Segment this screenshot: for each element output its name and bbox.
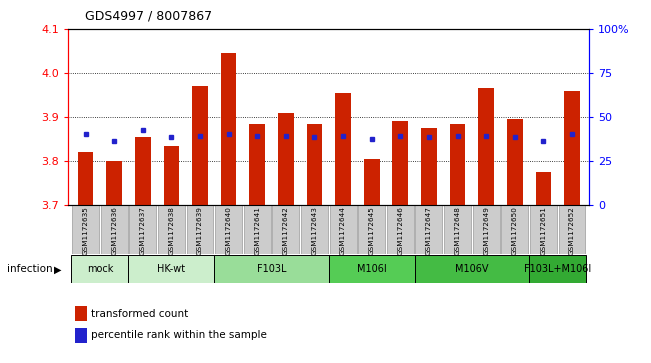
Text: GSM1172646: GSM1172646 (397, 207, 403, 256)
Bar (101, 205, 128, 254)
Bar (192, 86, 208, 205)
Text: percentile rank within the sample: percentile rank within the sample (91, 330, 267, 340)
Bar (77, 152, 93, 205)
Bar (536, 172, 551, 205)
Text: F103L+M106I: F103L+M106I (524, 264, 591, 274)
Text: GSM1172649: GSM1172649 (483, 207, 489, 256)
Text: M106V: M106V (455, 264, 489, 274)
Text: GSM1172638: GSM1172638 (169, 207, 174, 256)
Text: HK-wt: HK-wt (158, 264, 186, 274)
Bar (214, 255, 329, 283)
Text: GSM1172637: GSM1172637 (140, 207, 146, 256)
Bar (530, 205, 557, 254)
Text: infection: infection (7, 264, 52, 274)
Bar (507, 119, 523, 205)
Text: GSM1172644: GSM1172644 (340, 207, 346, 256)
Text: GSM1172651: GSM1172651 (540, 207, 546, 256)
Bar (329, 205, 357, 254)
Bar (130, 205, 156, 254)
Bar (387, 205, 414, 254)
Bar (501, 205, 528, 254)
Bar (135, 137, 150, 205)
Bar (307, 124, 322, 205)
Bar (473, 205, 499, 254)
Bar (421, 128, 437, 205)
Text: GSM1172640: GSM1172640 (226, 207, 232, 256)
Text: GSM1172645: GSM1172645 (368, 207, 375, 256)
Bar (444, 205, 471, 254)
Text: GSM1172639: GSM1172639 (197, 207, 203, 256)
Bar (358, 205, 385, 254)
Text: GSM1172647: GSM1172647 (426, 207, 432, 256)
Bar (529, 255, 587, 283)
Bar (187, 205, 214, 254)
Bar (72, 205, 99, 254)
Text: F103L: F103L (256, 264, 286, 274)
Bar (272, 205, 299, 254)
Bar (564, 91, 580, 205)
Bar (329, 255, 415, 283)
Text: GSM1172652: GSM1172652 (569, 207, 575, 256)
Bar (163, 146, 179, 205)
Bar (215, 205, 242, 254)
Bar (106, 161, 122, 205)
Text: GSM1172635: GSM1172635 (83, 207, 89, 256)
Bar (415, 255, 529, 283)
Text: GSM1172636: GSM1172636 (111, 207, 117, 256)
Bar (393, 122, 408, 205)
Text: GSM1172643: GSM1172643 (311, 207, 318, 256)
Text: ▶: ▶ (54, 264, 62, 274)
Text: GSM1172641: GSM1172641 (255, 207, 260, 256)
Bar (335, 93, 351, 205)
Bar (128, 255, 214, 283)
Text: mock: mock (87, 264, 113, 274)
Bar (221, 53, 236, 205)
Bar (559, 205, 585, 254)
Bar (415, 205, 443, 254)
Bar (450, 124, 465, 205)
Bar (71, 255, 128, 283)
Text: GDS4997 / 8007867: GDS4997 / 8007867 (85, 10, 212, 23)
Bar (243, 205, 271, 254)
Bar (478, 89, 494, 205)
Text: transformed count: transformed count (91, 309, 188, 319)
Bar (278, 113, 294, 205)
Bar (249, 124, 265, 205)
Bar (301, 205, 328, 254)
Text: M106I: M106I (357, 264, 387, 274)
Bar (364, 159, 380, 205)
Text: GSM1172650: GSM1172650 (512, 207, 518, 256)
Text: GSM1172648: GSM1172648 (454, 207, 460, 256)
Text: GSM1172642: GSM1172642 (283, 207, 289, 256)
Bar (158, 205, 185, 254)
